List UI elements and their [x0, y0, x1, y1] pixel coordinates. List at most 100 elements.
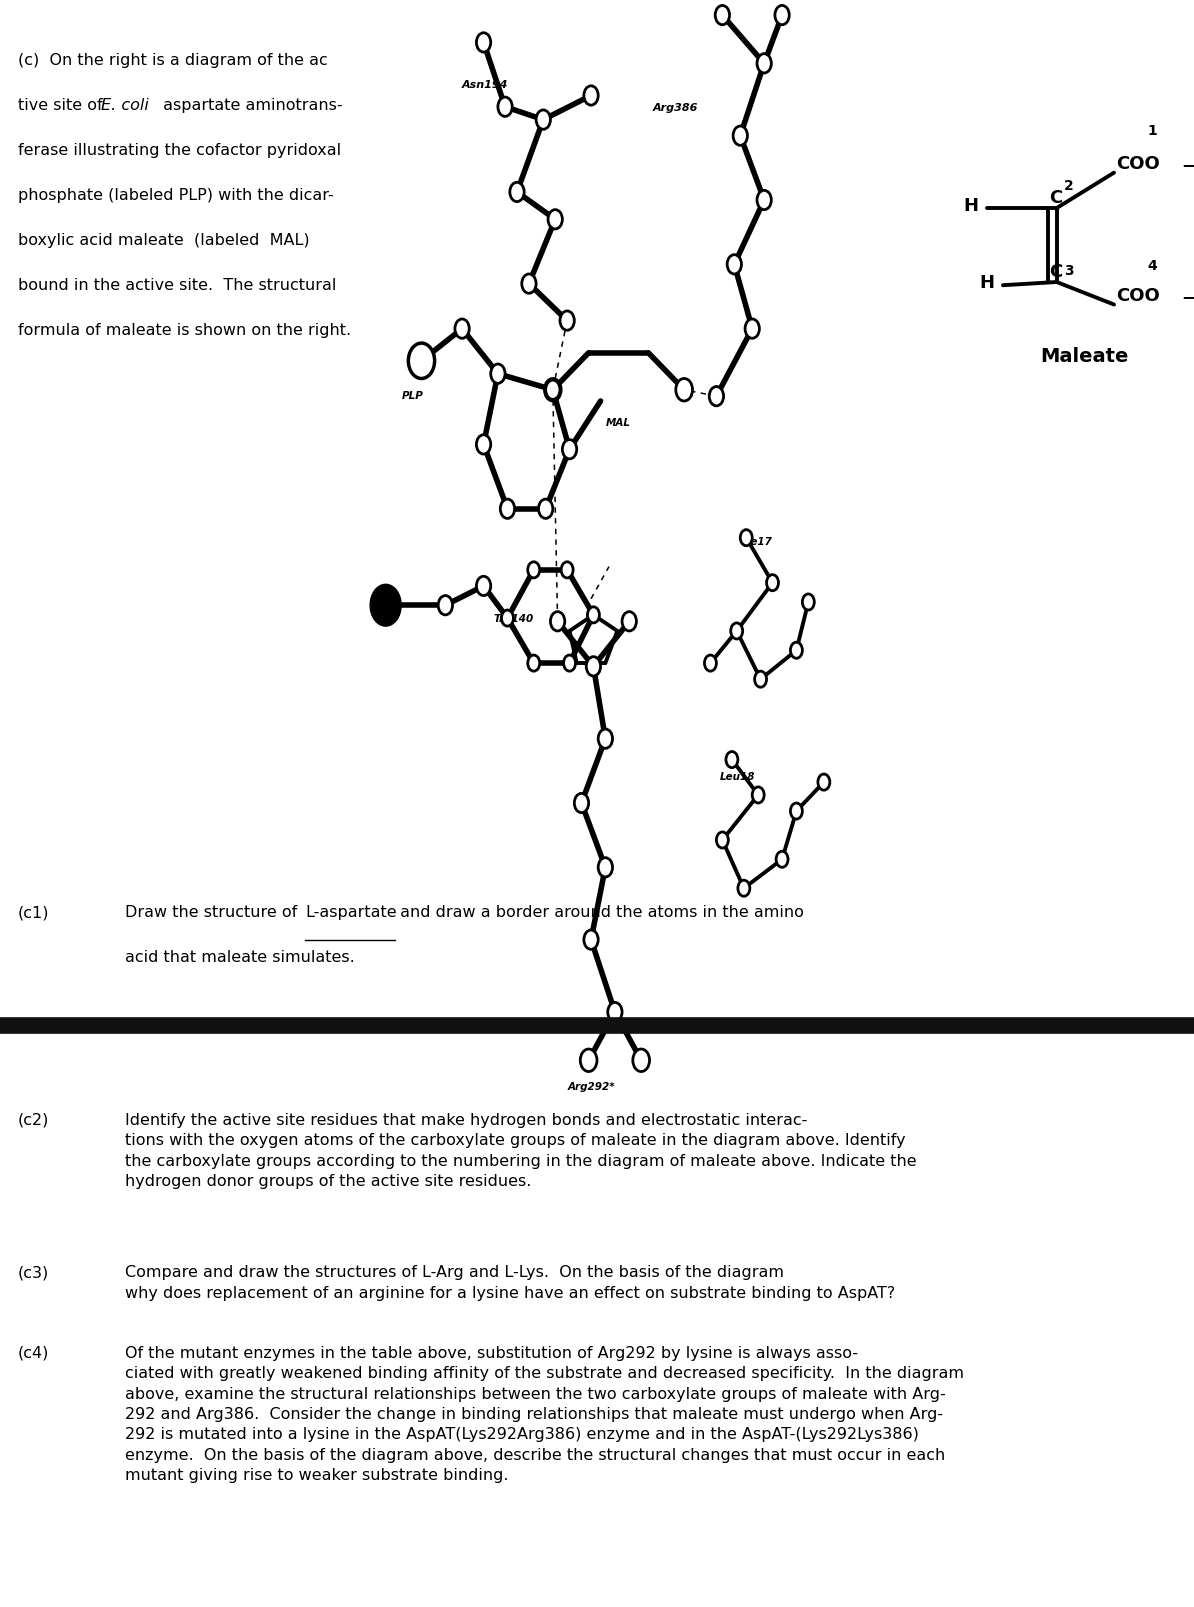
Circle shape [438, 596, 453, 615]
Text: H: H [964, 196, 979, 215]
Text: L-aspartate: L-aspartate [306, 905, 396, 919]
Circle shape [757, 191, 771, 211]
Text: phosphate (labeled PLP) with the dicar-: phosphate (labeled PLP) with the dicar- [18, 188, 333, 202]
Circle shape [500, 500, 515, 519]
Circle shape [587, 607, 599, 624]
Circle shape [776, 852, 788, 868]
Text: COO: COO [1116, 286, 1161, 305]
Text: bound in the active site.  The structural: bound in the active site. The structural [18, 278, 337, 292]
Text: Draw the structure of: Draw the structure of [125, 905, 303, 919]
Text: Compare and draw the structures of L-Arg and L-Lys.  On the basis of the diagram: Compare and draw the structures of L-Arg… [125, 1265, 896, 1300]
Circle shape [528, 562, 540, 579]
Circle shape [818, 775, 830, 791]
Text: Arg386: Arg386 [653, 103, 698, 112]
Circle shape [745, 320, 759, 339]
Text: H: H [979, 273, 995, 292]
Text: formula of maleate is shown on the right.: formula of maleate is shown on the right… [18, 323, 351, 337]
Circle shape [510, 183, 524, 202]
Circle shape [598, 730, 613, 749]
Text: 4: 4 [1147, 259, 1157, 273]
Circle shape [608, 1003, 622, 1022]
Circle shape [598, 858, 613, 877]
Circle shape [740, 530, 752, 546]
Circle shape [790, 804, 802, 820]
Circle shape [548, 211, 562, 230]
Circle shape [802, 595, 814, 611]
Text: Trp140: Trp140 [493, 614, 534, 624]
Circle shape [501, 611, 513, 627]
Circle shape [767, 575, 778, 591]
Circle shape [476, 435, 491, 455]
Circle shape [733, 127, 747, 146]
Text: and draw a border around the atoms in the amino: and draw a border around the atoms in th… [395, 905, 804, 919]
Text: Leu18: Leu18 [720, 771, 756, 781]
Text: ferase illustrating the cofactor pyridoxal: ferase illustrating the cofactor pyridox… [18, 143, 341, 157]
Text: (c)  On the right is a diagram of the ac: (c) On the right is a diagram of the ac [18, 53, 327, 67]
Circle shape [738, 881, 750, 897]
Text: −: − [1181, 288, 1194, 305]
Circle shape [544, 379, 561, 402]
Circle shape [709, 387, 724, 407]
Text: 2: 2 [1064, 178, 1073, 193]
Text: (c3): (c3) [18, 1265, 49, 1279]
Circle shape [522, 275, 536, 294]
Text: Identify the active site residues that make hydrogen bonds and electrostatic int: Identify the active site residues that m… [125, 1112, 917, 1188]
Circle shape [536, 111, 550, 130]
Circle shape [622, 612, 636, 632]
Text: E. coli: E. coli [101, 98, 149, 112]
Circle shape [704, 656, 716, 672]
Circle shape [731, 624, 743, 640]
Text: COO: COO [1116, 154, 1161, 174]
Text: Ile17: Ile17 [744, 537, 773, 546]
Circle shape [564, 656, 576, 672]
Circle shape [370, 585, 401, 627]
Text: 3: 3 [1064, 264, 1073, 278]
Text: Maleate: Maleate [1040, 347, 1128, 366]
Circle shape [790, 643, 802, 659]
Text: (c2): (c2) [18, 1112, 49, 1127]
Text: acid that maleate simulates.: acid that maleate simulates. [125, 950, 355, 964]
Circle shape [715, 6, 730, 26]
Text: −: − [1181, 156, 1194, 174]
Text: boxylic acid maleate  (labeled  MAL): boxylic acid maleate (labeled MAL) [18, 233, 309, 247]
Circle shape [491, 365, 505, 384]
Circle shape [726, 752, 738, 768]
Text: 1: 1 [1147, 124, 1157, 138]
Circle shape [528, 656, 540, 672]
Circle shape [727, 256, 741, 275]
Circle shape [752, 787, 764, 804]
Text: PLP: PLP [402, 391, 424, 400]
Circle shape [498, 98, 512, 117]
Circle shape [757, 55, 771, 74]
Circle shape [562, 440, 577, 460]
Circle shape [584, 87, 598, 106]
Circle shape [408, 344, 435, 379]
Circle shape [574, 794, 589, 813]
Text: MAL: MAL [605, 418, 630, 427]
Circle shape [716, 832, 728, 848]
Text: C: C [1050, 264, 1063, 281]
Circle shape [538, 500, 553, 519]
Circle shape [755, 672, 767, 688]
Circle shape [580, 1049, 597, 1072]
Circle shape [586, 657, 601, 677]
Circle shape [633, 1049, 650, 1072]
Circle shape [476, 577, 491, 596]
Circle shape [546, 381, 560, 400]
Circle shape [455, 320, 469, 339]
Circle shape [476, 34, 491, 53]
Circle shape [560, 312, 574, 331]
Text: (c1): (c1) [18, 905, 49, 919]
Text: C: C [1050, 190, 1063, 207]
Circle shape [676, 379, 693, 402]
Text: tive site of: tive site of [18, 98, 107, 112]
Text: Of the mutant enzymes in the table above, substitution of Arg292 by lysine is al: Of the mutant enzymes in the table above… [125, 1345, 965, 1482]
Text: Asn194: Asn194 [462, 80, 509, 90]
Text: aspartate aminotrans-: aspartate aminotrans- [158, 98, 343, 112]
Circle shape [561, 562, 573, 579]
Circle shape [775, 6, 789, 26]
Text: Arg292*: Arg292* [567, 1082, 615, 1091]
Text: (c4): (c4) [18, 1345, 49, 1360]
Circle shape [584, 930, 598, 950]
Circle shape [550, 612, 565, 632]
